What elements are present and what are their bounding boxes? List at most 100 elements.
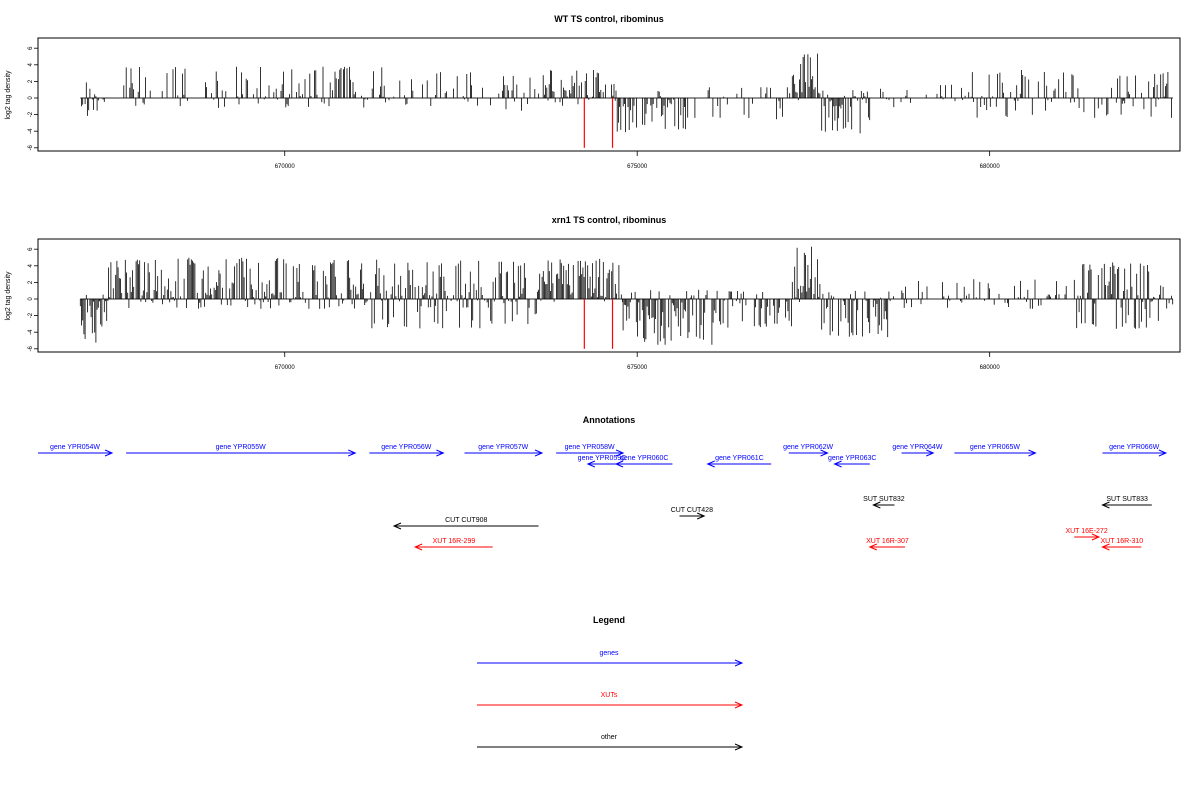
xrn1-track-axes: -6 -4 -2 0 2 4 6 670000 675000 680000 xyxy=(28,247,1000,371)
annotation-feature[interactable]: XUT 16R-310 xyxy=(1101,538,1144,551)
y-tick-label: 4 xyxy=(28,62,34,66)
annotations-panel: Annotations gene YPR054W gene YPR055W gene… xyxy=(38,415,1168,551)
annotation-label: gene YPR055W xyxy=(216,444,266,451)
annotation-arrow-head xyxy=(534,449,544,457)
x-tick-label: 680000 xyxy=(980,164,1001,170)
wt-track-bars xyxy=(80,53,1173,148)
annotation-label: gene YPR066W xyxy=(1109,444,1159,451)
y-tick-label: -2 xyxy=(28,312,34,318)
annotation-feature[interactable]: gene YPR066W xyxy=(1102,444,1168,457)
annotation-label: gene YPR065W xyxy=(970,444,1020,451)
y-tick-label: 2 xyxy=(28,79,34,83)
legend-arrow-head xyxy=(734,701,744,709)
annotation-arrow-head xyxy=(392,522,402,530)
annotation-feature[interactable]: gene YPR059C xyxy=(578,455,627,468)
legend-panel: Legend genes XUTs other xyxy=(477,615,744,751)
annotation-arrow-head xyxy=(348,449,357,457)
legend-label: other xyxy=(601,734,618,741)
annotation-arrow-head xyxy=(413,543,423,551)
annotation-label: XUT 16E-272 xyxy=(1065,528,1107,535)
annotation-label: gene YPR054W xyxy=(50,444,100,451)
xrn1-track-ylabel: log2 tag density xyxy=(5,271,12,321)
y-tick-label: -2 xyxy=(28,111,34,117)
annotation-arrow-head xyxy=(1101,543,1110,551)
annotation-feature[interactable]: gene YPR064W xyxy=(892,444,943,457)
annotation-arrow-head xyxy=(706,460,715,468)
wt-track-ylabel: log2 tag density xyxy=(5,70,12,120)
annotation-arrow-head xyxy=(436,449,445,457)
annotation-label: gene YPR057W xyxy=(478,444,528,451)
y-tick-label: 0 xyxy=(28,96,34,100)
annotation-feature[interactable]: gene YPR061C xyxy=(706,455,772,468)
legend-title: Legend xyxy=(593,615,625,625)
annotation-arrow-head xyxy=(614,460,624,468)
annotation-feature[interactable]: gene YPR056W xyxy=(369,444,445,457)
annotations-title: Annotations xyxy=(583,415,636,425)
annotation-feature[interactable]: gene YPR054W xyxy=(38,444,114,457)
annotation-arrow-head xyxy=(868,543,878,551)
y-tick-label: -4 xyxy=(28,329,34,335)
annotation-feature[interactable]: gene YPR063C xyxy=(828,455,877,468)
annotation-feature[interactable]: CUT CUT908 xyxy=(392,517,539,530)
annotation-feature[interactable]: CUT CUT428 xyxy=(671,507,713,520)
xrn1-track-bars xyxy=(79,246,1174,349)
annotation-label: gene YPR059C xyxy=(578,455,627,462)
annotation-label: gene YPR056W xyxy=(381,444,431,451)
legend-items: genes XUTs other xyxy=(477,650,744,751)
legend-label: XUTs xyxy=(601,692,618,699)
annotation-arrow-head xyxy=(820,449,829,457)
legend-item: XUTs xyxy=(477,692,744,709)
xrn1-track-panel: xrn1 TS control, ribominus log2 tag dens… xyxy=(5,215,1181,371)
annotation-arrow-head xyxy=(926,449,935,457)
annotation-feature[interactable]: XUT 16E-272 xyxy=(1065,528,1108,541)
annotation-label: XUT 16R-299 xyxy=(433,538,476,545)
annotation-feature[interactable]: XUT 16R-299 xyxy=(413,538,493,551)
annotation-arrow-head xyxy=(833,460,842,468)
annotation-feature[interactable]: gene YPR057W xyxy=(464,444,544,457)
y-tick-label: -4 xyxy=(28,128,34,134)
annotation-label: XUT 16R-307 xyxy=(866,538,909,545)
annotation-label: gene YPR058W xyxy=(565,444,615,451)
annotation-feature[interactable]: gene YPR065W xyxy=(954,444,1037,457)
legend-label: genes xyxy=(599,650,619,657)
x-tick-label: 670000 xyxy=(275,164,296,170)
x-tick-label: 675000 xyxy=(627,164,648,170)
annotation-label: XUT 16R-310 xyxy=(1101,538,1144,545)
annotation-features: gene YPR054W gene YPR055W gene YPR056W gene… xyxy=(38,444,1168,551)
wt-track-axes: -6 -4 -2 0 2 4 6 670000 675000 680000 xyxy=(28,46,1000,170)
annotation-arrow-head xyxy=(1158,449,1168,457)
annotation-feature[interactable]: gene YPR062W xyxy=(783,444,834,457)
annotation-label: SUT SUT832 xyxy=(863,496,905,503)
legend-arrow-head xyxy=(734,743,744,751)
legend-item: other xyxy=(477,734,744,751)
annotation-label: gene YPR061C xyxy=(715,455,764,462)
annotation-arrow-head xyxy=(872,501,881,509)
y-tick-label: 0 xyxy=(28,297,34,301)
annotation-label: gene YPR062W xyxy=(783,444,833,451)
annotation-label: gene YPR064W xyxy=(892,444,942,451)
y-tick-label: 6 xyxy=(28,46,34,50)
y-tick-label: -6 xyxy=(28,345,34,351)
annotation-feature[interactable]: SUT SUT832 xyxy=(863,496,905,509)
y-tick-label: -6 xyxy=(28,144,34,150)
wt-track-panel: WT TS control, ribominus log2 tag densit… xyxy=(5,14,1181,170)
annotation-arrow-head xyxy=(1101,501,1110,509)
legend-item: genes xyxy=(477,650,744,667)
y-tick-label: 2 xyxy=(28,280,34,284)
annotation-feature[interactable]: XUT 16R-307 xyxy=(866,538,909,551)
annotation-arrow-head xyxy=(1028,449,1037,457)
annotation-label: gene YPR063C xyxy=(828,455,877,462)
annotation-arrow-head xyxy=(615,449,625,457)
xrn1-track-plot-frame xyxy=(37,238,1181,353)
wt-track-plot-frame xyxy=(37,37,1181,152)
annotation-feature[interactable]: gene YPR060C xyxy=(614,455,673,468)
annotation-arrow-head xyxy=(696,512,706,520)
annotation-feature[interactable]: gene YPR058W xyxy=(556,444,625,457)
annotation-arrow-head xyxy=(104,449,114,457)
annotation-feature[interactable]: SUT SUT833 xyxy=(1101,496,1152,509)
annotation-label: CUT CUT908 xyxy=(445,517,487,524)
annotation-feature[interactable]: gene YPR055W xyxy=(126,444,357,457)
x-tick-label: 670000 xyxy=(275,365,296,371)
y-tick-label: 6 xyxy=(28,247,34,251)
